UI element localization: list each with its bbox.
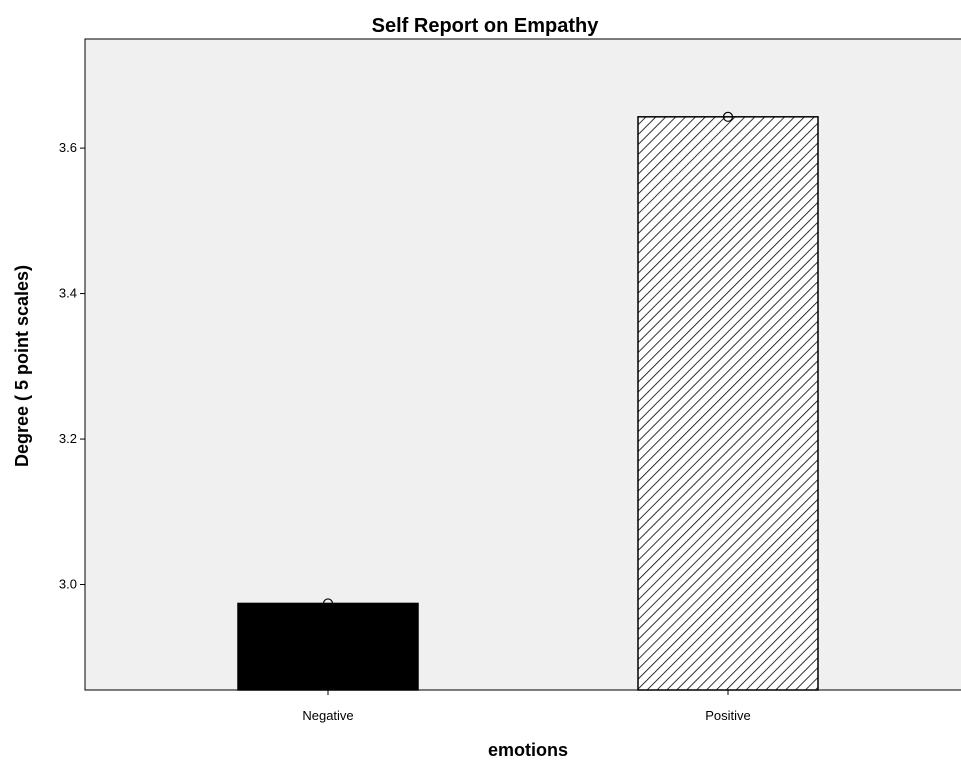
mean-markers <box>322 111 734 609</box>
bar-positive <box>637 116 819 691</box>
plot-area <box>84 38 961 691</box>
y-tick-label: 3.2 <box>59 431 77 446</box>
mean-marker-negative <box>322 598 334 609</box>
y-tick-label: 3.4 <box>59 286 77 301</box>
x-axis-label: emotions <box>488 740 568 760</box>
y-tick-label: 3.0 <box>59 577 77 592</box>
x-tick-label-positive: Positive <box>705 708 751 723</box>
x-axis: Negative Positive <box>302 690 751 723</box>
y-axis-label: Degree ( 5 point scales) <box>12 265 32 467</box>
mean-marker-positive <box>722 111 734 122</box>
bars <box>237 116 819 691</box>
y-tick-label: 3.6 <box>59 140 77 155</box>
y-axis: 3.0 3.2 3.4 3.6 <box>59 140 85 592</box>
bar-negative <box>237 602 419 691</box>
chart-title: Self Report on Empathy <box>372 15 600 37</box>
x-tick-label-negative: Negative <box>302 708 353 723</box>
